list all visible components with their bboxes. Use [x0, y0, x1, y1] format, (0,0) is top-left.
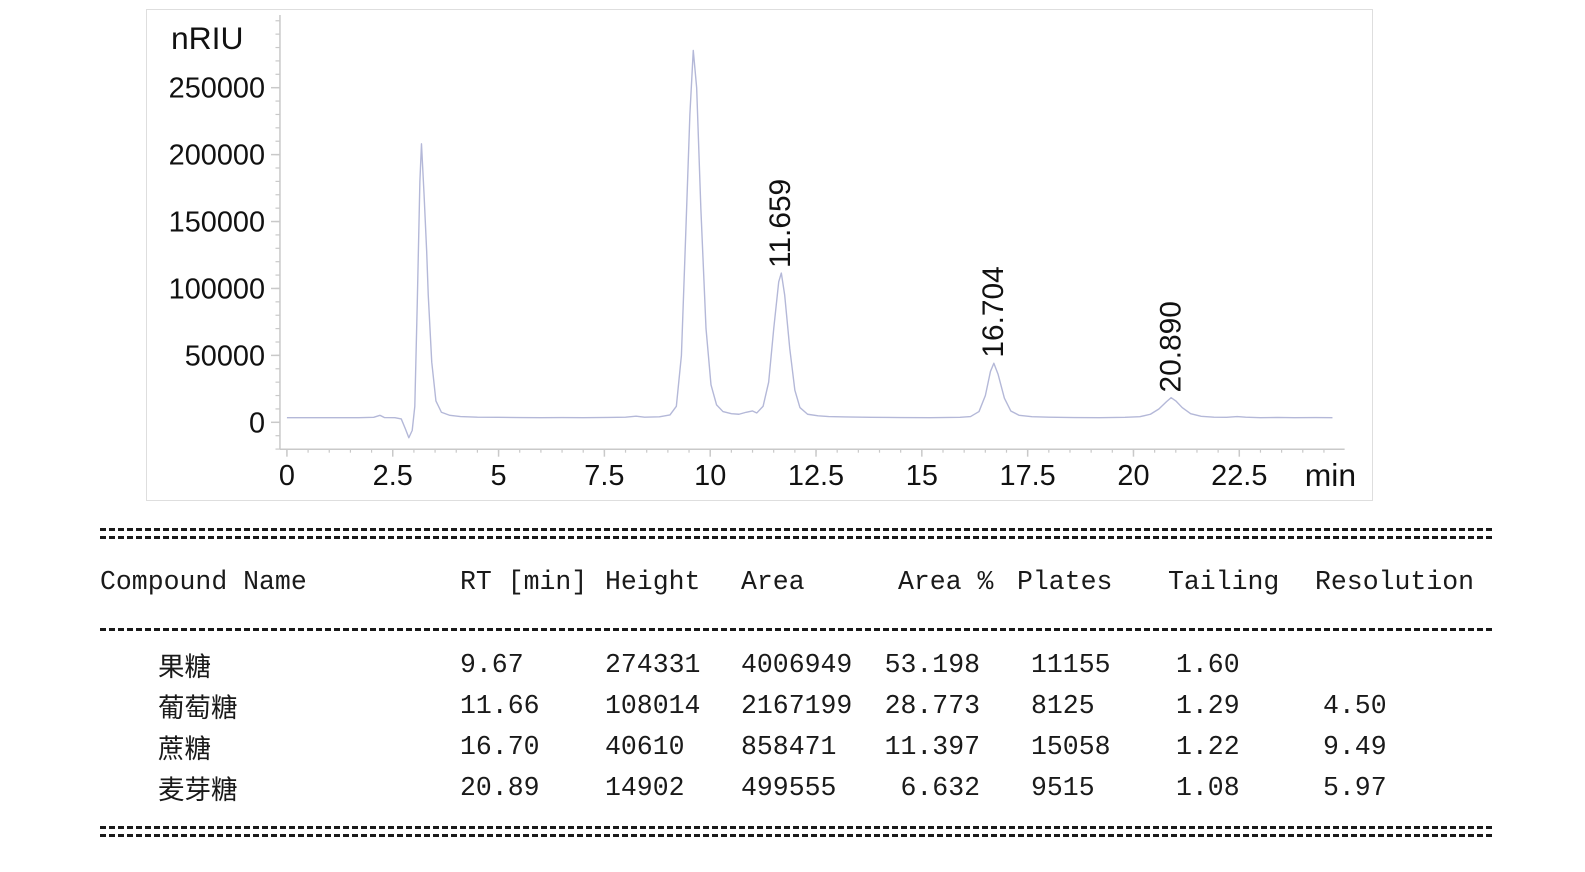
svg-text:0: 0	[279, 460, 295, 492]
cell-plates: 11155	[1031, 649, 1111, 680]
svg-text:22.5: 22.5	[1211, 460, 1267, 492]
cell-area-pct: 11.397	[884, 731, 980, 762]
cell-plates: 8125	[1031, 690, 1095, 721]
header-compound-name: Compound Name	[100, 567, 307, 597]
svg-text:100000: 100000	[169, 273, 265, 305]
cell-resolution: 4.50	[1323, 690, 1387, 721]
peak-label-glucose: 11.659	[764, 179, 797, 268]
axes-and-trace: 0 50000 100000 150000 200000 250000 0 2.5 5 7.5 10…	[169, 14, 1345, 492]
cell-area: 858471	[741, 731, 837, 762]
y-axis-unit-label: nRIU	[171, 20, 244, 56]
chromatogram-plot: 0 50000 100000 150000 200000 250000 0 2.5 5 7.5 10…	[169, 14, 1356, 493]
cell-rt: 11.66	[460, 690, 540, 721]
cell-tailing: 1.29	[1176, 690, 1240, 721]
cell-area-pct: 6.632	[900, 772, 980, 803]
cell-area: 2167199	[741, 690, 853, 721]
table-separator-top	[100, 528, 1492, 539]
svg-text:250000: 250000	[169, 73, 265, 105]
cell-tailing: 1.08	[1176, 772, 1240, 803]
x-axis-unit-label: min	[1305, 457, 1356, 493]
cell-rt: 20.89	[460, 772, 540, 803]
cell-rt: 16.70	[460, 731, 540, 762]
peak-label-sucrose: 16.704	[977, 266, 1010, 357]
svg-text:17.5: 17.5	[1000, 460, 1056, 492]
peak-label-maltose: 20.890	[1154, 301, 1187, 392]
header-area-pct: Area %	[898, 567, 994, 597]
cell-area: 4006949	[741, 649, 853, 680]
svg-text:150000: 150000	[169, 206, 265, 238]
svg-text:5: 5	[491, 460, 507, 492]
cell-compound-name: 果糖	[158, 654, 211, 684]
cell-compound-name: 蔗糖	[158, 736, 211, 766]
header-height: Height	[605, 567, 701, 597]
table-body: 果糖 9.67 274331 4006949 53.198 11155 1.60…	[100, 644, 1492, 808]
cell-rt: 9.67	[460, 649, 524, 680]
table-header-row: Compound Name RT [min] Height Area Area …	[100, 566, 1492, 598]
cell-area-pct: 53.198	[884, 649, 980, 680]
cell-height: 14902	[605, 772, 685, 803]
header-area: Area	[741, 567, 805, 597]
cell-compound-name: 葡萄糖	[158, 695, 238, 725]
header-tailing: Tailing	[1168, 567, 1280, 597]
table-row: 葡萄糖 11.66 108014 2167199 28.773 8125 1.2…	[100, 685, 1492, 726]
header-resolution: Resolution	[1315, 567, 1475, 597]
table-row: 麦芽糖 20.89 14902 499555 6.632 9515 1.08 5…	[100, 767, 1492, 808]
cell-area-pct: 28.773	[884, 690, 980, 721]
table-row: 蔗糖 16.70 40610 858471 11.397 15058 1.22 …	[100, 726, 1492, 767]
cell-plates: 15058	[1031, 731, 1111, 762]
header-plates: Plates	[1017, 567, 1113, 597]
svg-text:50000: 50000	[185, 340, 265, 372]
cell-compound-name: 麦芽糖	[158, 777, 238, 807]
cell-height: 274331	[605, 649, 701, 680]
table-separator-bottom	[100, 826, 1492, 837]
header-rt: RT [min]	[460, 567, 588, 597]
svg-text:7.5: 7.5	[584, 460, 624, 492]
cell-height: 40610	[605, 731, 685, 762]
chromatogram-chart: 0 50000 100000 150000 200000 250000 0 2.5 5 7.5 10…	[146, 9, 1373, 501]
svg-text:15: 15	[906, 460, 938, 492]
svg-text:2.5: 2.5	[373, 460, 413, 492]
cell-area: 499555	[741, 772, 837, 803]
cell-tailing: 1.22	[1176, 731, 1240, 762]
svg-text:0: 0	[249, 407, 265, 439]
svg-text:200000: 200000	[169, 140, 265, 172]
peak-results-table: Compound Name RT [min] Height Area Area …	[100, 525, 1492, 855]
svg-text:12.5: 12.5	[788, 460, 844, 492]
cell-tailing: 1.60	[1176, 649, 1240, 680]
table-row: 果糖 9.67 274331 4006949 53.198 11155 1.60	[100, 644, 1492, 685]
cell-plates: 9515	[1031, 772, 1095, 803]
table-separator-middle	[100, 628, 1492, 631]
cell-resolution: 5.97	[1323, 772, 1387, 803]
svg-text:20: 20	[1117, 460, 1149, 492]
svg-text:10: 10	[694, 460, 726, 492]
cell-height: 108014	[605, 690, 701, 721]
cell-resolution: 9.49	[1323, 731, 1387, 762]
